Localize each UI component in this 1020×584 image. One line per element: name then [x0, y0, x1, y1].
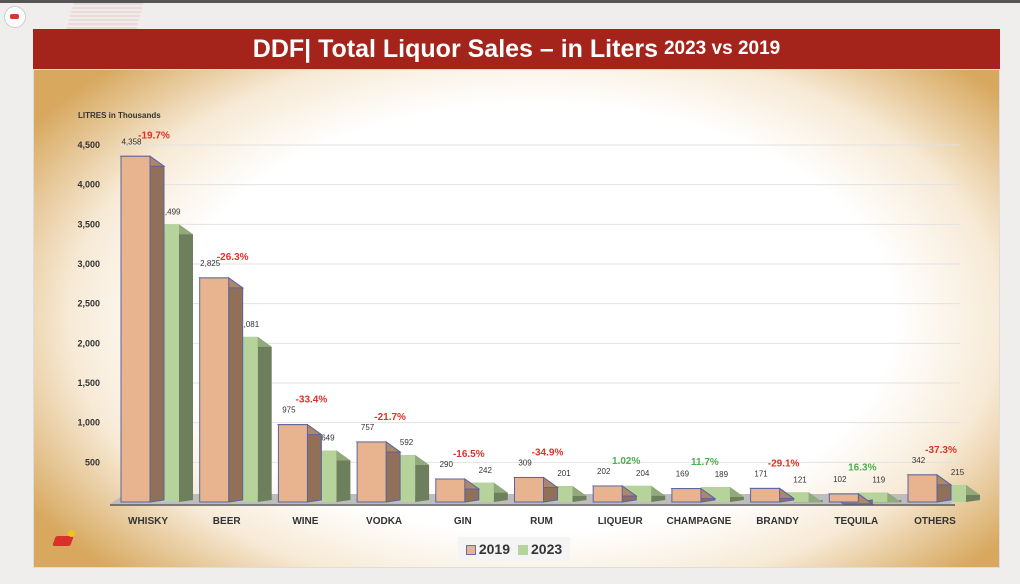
- change-label: 16.3%: [848, 463, 876, 474]
- change-label: -34.9%: [532, 447, 564, 458]
- legend: 2019 2023: [458, 537, 570, 561]
- bar-side-2023: [336, 450, 351, 502]
- bar-2023-brandy: [779, 492, 809, 502]
- change-label: 11.7%: [691, 457, 719, 468]
- x-tick-label: WHISKY: [128, 516, 168, 527]
- x-tick-label: RUM: [530, 516, 553, 527]
- x-tick-label: BRANDY: [756, 516, 799, 527]
- legend-item-2019: 2019: [465, 541, 510, 557]
- change-label: -21.7%: [374, 412, 406, 423]
- chart-subtitle: 2023 vs 2019: [663, 38, 781, 59]
- data-label-2023: 189: [715, 470, 729, 479]
- data-label-2023: 242: [479, 466, 493, 475]
- change-label: -19.7%: [138, 130, 170, 141]
- y-tick-label: 3,000: [77, 259, 100, 269]
- chart-title: DDF| Total Liquor Sales – in Liters: [252, 34, 658, 63]
- legend-item-2023: 2023: [518, 541, 562, 557]
- bar-2019-others: [907, 474, 938, 503]
- data-label-2019: 2,825: [200, 259, 221, 268]
- data-label-2023: 204: [636, 469, 650, 478]
- data-label-2023: 2,081: [239, 320, 260, 329]
- bar-2019-brandy: [750, 487, 781, 503]
- title-bar: DDF| Total Liquor Sales – in Liters 2023…: [33, 29, 1000, 69]
- y-tick-label: 2,500: [77, 299, 100, 309]
- bar-2019-gin: [435, 478, 466, 503]
- x-tick-label: VODKA: [366, 516, 402, 527]
- change-label: -37.3%: [925, 445, 957, 456]
- legend-label: 2019: [478, 541, 510, 557]
- x-tick-label: OTHERS: [914, 516, 956, 527]
- x-tick-label: TEQUILA: [834, 516, 878, 527]
- bar-side-2023: [179, 224, 193, 503]
- dubai-duty-free-logo: [42, 520, 86, 564]
- bar-2019-champagne: [671, 488, 702, 503]
- y-axis-label: LITRES in Thousands: [78, 111, 161, 120]
- change-label: -33.4%: [296, 395, 328, 406]
- change-label: -26.3%: [217, 252, 249, 263]
- legend-swatch-2023: [518, 545, 528, 556]
- x-tick-label: BEER: [213, 516, 242, 527]
- bar-side-2019: [306, 423, 322, 503]
- change-label: -16.5%: [453, 449, 485, 460]
- data-label-2019: 4,358: [121, 137, 142, 146]
- x-tick-label: GIN: [454, 516, 472, 527]
- data-label-2023: 201: [557, 469, 571, 478]
- data-label-2019: 171: [754, 469, 768, 478]
- bar-2019-whisky: [120, 155, 151, 503]
- data-label-2019: 975: [282, 406, 296, 415]
- bar-side-2023: [257, 336, 272, 502]
- data-label-2019: 290: [440, 460, 454, 469]
- x-tick-label: WINE: [292, 516, 318, 527]
- bar-2019-rum: [514, 476, 544, 503]
- bar-side-2019: [228, 276, 244, 503]
- change-label: -29.1%: [768, 458, 800, 469]
- data-label-2023: 649: [321, 434, 335, 443]
- x-tick-label: CHAMPAGNE: [666, 516, 731, 527]
- data-label-2023: 121: [793, 475, 807, 484]
- bar-2023-tequila: [858, 492, 888, 502]
- bar-side-2019: [149, 155, 165, 503]
- data-label-2023: 119: [872, 476, 885, 485]
- bar-2019-beer: [199, 277, 230, 503]
- window-top-bar: [0, 0, 1020, 3]
- data-label-2019: 202: [597, 467, 611, 476]
- dubai-duty-free-logo-small: [4, 6, 26, 28]
- y-tick-label: 500: [85, 457, 100, 467]
- legend-swatch-2019: [465, 545, 476, 556]
- y-tick-label: 3,500: [77, 219, 100, 229]
- bar-side-2023: [415, 455, 430, 502]
- data-label-2023: 592: [400, 438, 414, 447]
- data-label-2019: 309: [518, 458, 532, 467]
- y-tick-label: 4,500: [77, 140, 100, 150]
- data-label-2019: 169: [676, 470, 690, 479]
- data-label-2023: 3,499: [160, 207, 181, 216]
- bar-2019-liqueur: [592, 485, 623, 503]
- y-tick-label: 1,000: [77, 418, 100, 428]
- data-label-2019: 342: [912, 456, 926, 465]
- bar-2019-tequila: [828, 493, 859, 503]
- x-tick-label: LIQUEUR: [598, 516, 644, 527]
- data-label-2019: 757: [361, 423, 375, 432]
- data-label-2023: 215: [951, 468, 965, 477]
- y-tick-label: 1,500: [77, 378, 100, 388]
- data-label-2019: 102: [833, 475, 847, 484]
- y-tick-label: 2,000: [77, 338, 100, 348]
- y-tick-label: 4,000: [77, 180, 100, 190]
- bar-2019-vodka: [356, 441, 387, 503]
- bar-2019-wine: [277, 424, 308, 503]
- change-label: 1.02%: [612, 456, 640, 467]
- legend-label: 2023: [531, 541, 563, 557]
